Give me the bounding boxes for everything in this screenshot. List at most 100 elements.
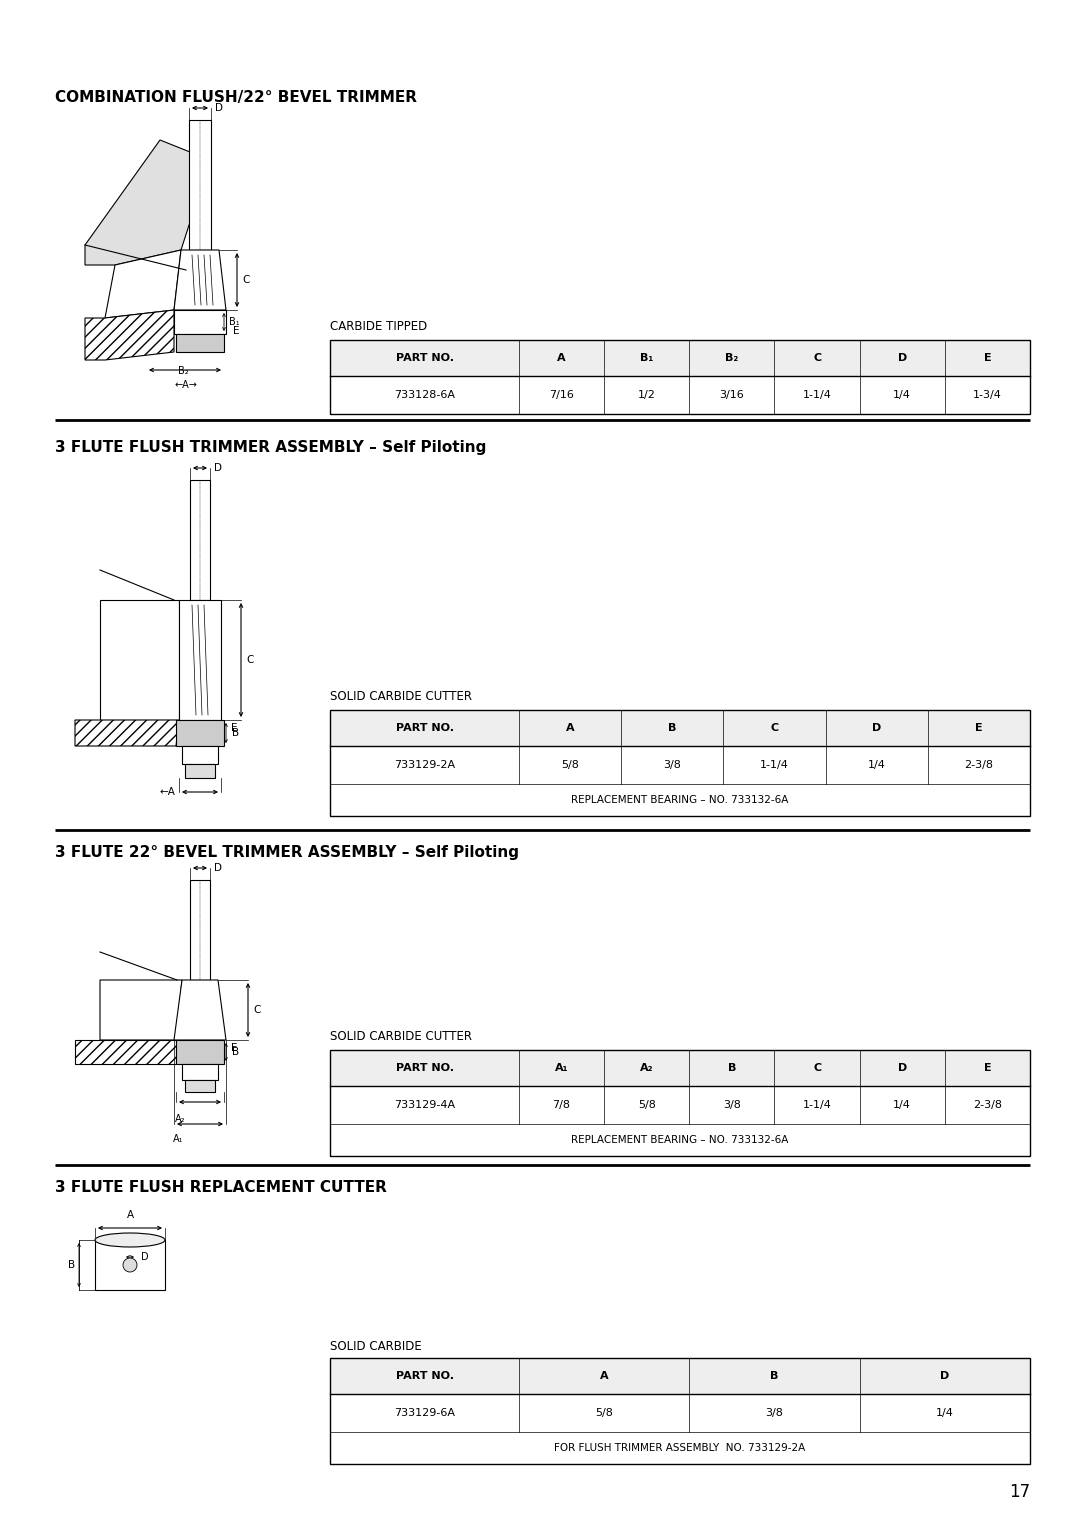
Text: A₂: A₂ — [175, 1114, 186, 1124]
Text: 17: 17 — [1009, 1483, 1030, 1501]
Bar — [330, 1357, 1030, 1465]
Bar — [189, 119, 211, 250]
Text: 3 FLUTE 22° BEVEL TRIMMER ASSEMBLY – Self Piloting: 3 FLUTE 22° BEVEL TRIMMER ASSEMBLY – Sel… — [55, 846, 519, 859]
Text: 3/8: 3/8 — [723, 1100, 741, 1111]
Text: 733129-2A: 733129-2A — [394, 760, 455, 771]
Text: C: C — [770, 723, 779, 732]
Bar — [330, 340, 1030, 375]
Text: E: E — [231, 723, 238, 732]
Polygon shape — [75, 720, 179, 746]
Text: 3 FLUTE FLUSH TRIMMER ASSEMBLY – Self Piloting: 3 FLUTE FLUSH TRIMMER ASSEMBLY – Self Pi… — [55, 440, 486, 455]
Polygon shape — [174, 250, 226, 309]
Text: SOLID CARBIDE CUTTER: SOLID CARBIDE CUTTER — [330, 1030, 472, 1043]
Text: C: C — [246, 656, 254, 665]
Text: COMBINATION FLUSH/22° BEVEL TRIMMER: COMBINATION FLUSH/22° BEVEL TRIMMER — [55, 90, 417, 106]
Bar — [179, 601, 221, 720]
Text: 3 FLUTE FLUSH REPLACEMENT CUTTER: 3 FLUTE FLUSH REPLACEMENT CUTTER — [55, 1180, 387, 1195]
Bar — [190, 480, 210, 601]
Polygon shape — [85, 139, 210, 265]
Text: 1-1/4: 1-1/4 — [802, 391, 832, 400]
Polygon shape — [174, 980, 226, 1040]
Text: E: E — [984, 1063, 991, 1072]
Text: D: D — [214, 863, 222, 873]
Polygon shape — [100, 601, 179, 720]
Text: 1/2: 1/2 — [638, 391, 656, 400]
Text: 5/8: 5/8 — [638, 1100, 656, 1111]
Text: A: A — [126, 1210, 134, 1219]
Text: B: B — [68, 1259, 75, 1270]
Text: 733128-6A: 733128-6A — [394, 391, 455, 400]
Bar — [183, 1065, 218, 1080]
Text: B: B — [669, 723, 676, 732]
Text: FOR FLUSH TRIMMER ASSEMBLY  NO. 733129-2A: FOR FLUSH TRIMMER ASSEMBLY NO. 733129-2A — [554, 1443, 806, 1452]
Bar — [183, 746, 218, 764]
Text: 1/4: 1/4 — [936, 1408, 954, 1419]
Text: 733129-4A: 733129-4A — [394, 1100, 455, 1111]
Text: B: B — [770, 1371, 779, 1380]
Text: B₂: B₂ — [726, 352, 739, 363]
Polygon shape — [100, 980, 183, 1040]
Bar — [185, 764, 215, 778]
Bar — [176, 334, 224, 352]
Bar — [190, 879, 210, 980]
Text: B: B — [232, 728, 239, 738]
Bar — [330, 1357, 1030, 1394]
Text: C: C — [253, 1005, 260, 1016]
Ellipse shape — [95, 1233, 165, 1247]
Bar — [176, 1040, 224, 1065]
Text: PART NO.: PART NO. — [395, 723, 454, 732]
Text: ←A→: ←A→ — [175, 380, 198, 391]
Text: 2-3/8: 2-3/8 — [964, 760, 994, 771]
Text: C: C — [813, 1063, 821, 1072]
Text: REPLACEMENT BEARING – NO. 733132-6A: REPLACEMENT BEARING – NO. 733132-6A — [571, 795, 788, 804]
Bar — [330, 1049, 1030, 1157]
Text: ←A: ←A — [159, 787, 175, 797]
Text: E: E — [231, 1043, 238, 1052]
Text: 733129-6A: 733129-6A — [394, 1408, 455, 1419]
Bar — [95, 1239, 165, 1290]
Text: 7/16: 7/16 — [549, 391, 575, 400]
Text: D: D — [872, 723, 881, 732]
Text: 1/4: 1/4 — [893, 391, 912, 400]
Text: D: D — [897, 1063, 907, 1072]
Text: 5/8: 5/8 — [562, 760, 579, 771]
Polygon shape — [75, 1040, 176, 1065]
Text: D: D — [214, 463, 222, 473]
Bar — [174, 309, 226, 334]
Text: B₁: B₁ — [229, 317, 240, 326]
Text: A₁: A₁ — [173, 1134, 184, 1144]
Text: REPLACEMENT BEARING – NO. 733132-6A: REPLACEMENT BEARING – NO. 733132-6A — [571, 1135, 788, 1144]
Bar — [330, 1049, 1030, 1086]
Text: E: E — [984, 352, 991, 363]
Text: B₁: B₁ — [640, 352, 653, 363]
Text: C: C — [242, 276, 249, 285]
Text: SOLID CARBIDE: SOLID CARBIDE — [330, 1340, 422, 1353]
Text: A: A — [599, 1371, 608, 1380]
Text: B₂: B₂ — [178, 366, 189, 375]
Text: B: B — [728, 1063, 737, 1072]
Bar — [330, 340, 1030, 414]
Text: 2-3/8: 2-3/8 — [973, 1100, 1002, 1111]
Text: C: C — [813, 352, 821, 363]
Text: B: B — [232, 1046, 239, 1057]
Bar — [330, 709, 1030, 746]
Text: A: A — [566, 723, 575, 732]
Text: A₁: A₁ — [555, 1063, 568, 1072]
Text: D: D — [941, 1371, 949, 1380]
Text: D: D — [141, 1252, 149, 1262]
Polygon shape — [105, 250, 181, 319]
Text: D: D — [215, 103, 222, 113]
Text: PART NO.: PART NO. — [395, 1063, 454, 1072]
Text: 1-1/4: 1-1/4 — [760, 760, 788, 771]
Text: PART NO.: PART NO. — [395, 1371, 454, 1380]
Text: 3/16: 3/16 — [719, 391, 744, 400]
Text: 1/4: 1/4 — [893, 1100, 912, 1111]
Bar — [330, 709, 1030, 817]
Text: 1-3/4: 1-3/4 — [973, 391, 1002, 400]
Text: 5/8: 5/8 — [595, 1408, 613, 1419]
Text: 1/4: 1/4 — [867, 760, 886, 771]
Text: PART NO.: PART NO. — [395, 352, 454, 363]
Text: 7/8: 7/8 — [553, 1100, 570, 1111]
Text: A₂: A₂ — [640, 1063, 653, 1072]
Text: 3/8: 3/8 — [766, 1408, 783, 1419]
